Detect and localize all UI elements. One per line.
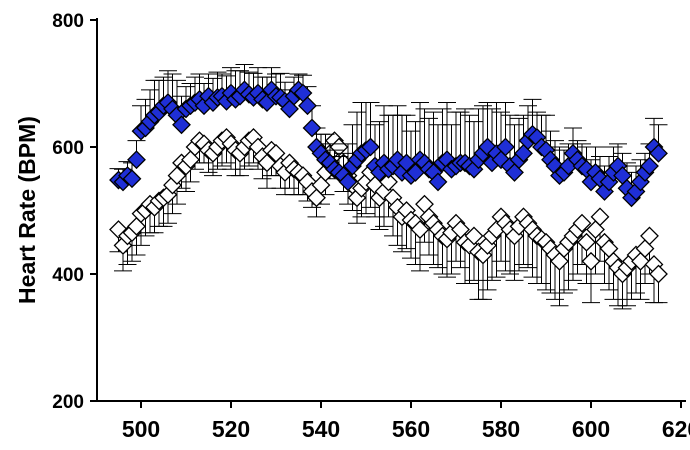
x-tick-label: 540 bbox=[302, 416, 340, 442]
x-tick-label: 580 bbox=[482, 416, 520, 442]
y-tick-label: 800 bbox=[52, 11, 84, 32]
y-tick-label: 200 bbox=[52, 392, 84, 413]
open-diamond-point bbox=[550, 251, 569, 271]
filled-diamond-point bbox=[298, 96, 317, 116]
x-tick-label: 620 bbox=[662, 416, 690, 442]
filled-diamond-point bbox=[127, 150, 146, 170]
open-diamond-point bbox=[590, 207, 610, 227]
open-diamond-point bbox=[631, 251, 650, 271]
open-diamond-point bbox=[572, 213, 592, 233]
open-diamond-point bbox=[581, 251, 601, 271]
filled-diamond-point bbox=[496, 137, 515, 157]
open-diamond-point bbox=[640, 226, 659, 246]
axes bbox=[96, 18, 686, 402]
series-filled bbox=[109, 63, 668, 208]
filled-diamond-point bbox=[338, 172, 358, 192]
y-axis-title: Heart Rate (BPM) bbox=[14, 116, 40, 304]
x-tick-label: 520 bbox=[212, 416, 250, 442]
filled-diamond-point bbox=[302, 118, 322, 138]
open-diamond-point bbox=[577, 232, 596, 252]
filled-diamond-point bbox=[361, 137, 380, 157]
filled-diamond-point bbox=[172, 115, 191, 135]
open-diamond-point bbox=[379, 172, 398, 192]
y-tick-label: 400 bbox=[52, 265, 84, 286]
y-tick-label: 600 bbox=[52, 138, 84, 159]
filled-diamond-point bbox=[640, 156, 659, 176]
filled-diamond-point bbox=[122, 169, 142, 189]
open-diamond-point bbox=[410, 220, 430, 239]
filled-diamond-point bbox=[649, 143, 668, 163]
open-diamond-point bbox=[464, 226, 484, 246]
filled-diamond-point bbox=[428, 172, 448, 192]
plot-area bbox=[109, 63, 668, 310]
x-tick-label: 560 bbox=[392, 416, 430, 442]
x-tick-label: 600 bbox=[572, 416, 610, 442]
open-diamond-point bbox=[649, 264, 668, 284]
series-open bbox=[109, 128, 668, 310]
ticks: 500 520 540 560 580 600 620 200 400 600 800 bbox=[52, 11, 690, 442]
x-tick-label: 500 bbox=[122, 416, 160, 442]
